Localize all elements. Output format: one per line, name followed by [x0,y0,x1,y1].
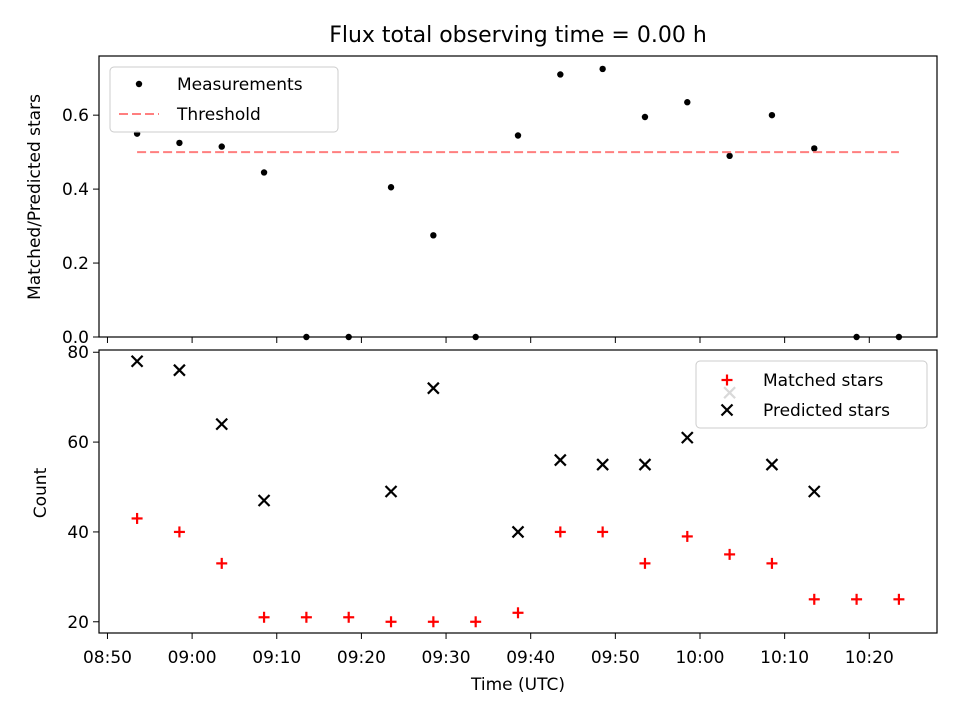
predicted-stars-point [173,363,186,377]
predicted-stars-point [215,417,229,431]
matched-stars-point [427,616,439,628]
measurement-point [514,132,522,139]
bottom-legend: Matched stars Predicted stars [695,360,928,429]
matched-stars-point [851,593,863,605]
measurement-point [599,65,606,73]
matched-stars-point [597,526,609,538]
bottom-y-tick-label: 80 [67,343,89,363]
top-panel: Flux total observing time = 0.00 h Match… [25,23,938,348]
legend-measurements-marker [135,80,143,88]
matched-stars-point [470,616,482,628]
matched-stars-point [554,526,566,538]
measurement-point [557,71,564,78]
top-y-tick-label: 0.6 [62,106,89,126]
matched-stars-point [724,548,736,560]
top-y-axis-label: Matched/Predicted stars [25,94,45,300]
top-y-tick-label: 0.2 [62,254,89,274]
top-plot-marks [133,65,903,341]
measurement-point [387,184,395,191]
legend-predicted-marker [720,403,734,417]
measurement-point [726,152,733,160]
legend-threshold-label: Threshold [176,105,261,125]
x-tick-label: 09:40 [506,648,555,668]
legend-matched-label: Matched stars [763,371,883,391]
bottom-axes-frame [98,349,938,634]
bottom-x-axis-label: Time (UTC) [470,675,565,695]
matched-stars-point [131,512,143,524]
matched-stars-point [893,593,905,605]
top-axes-frame [98,55,938,338]
predicted-stars-point [257,494,271,507]
matched-stars-point [216,557,228,569]
matched-stars-point [512,607,524,619]
predicted-stars-point [765,458,779,471]
top-y-tick-label: 0.4 [62,180,89,200]
measurement-point [811,145,818,152]
predicted-stars-point [807,485,821,498]
x-tick-label: 10:20 [845,648,894,668]
top-legend: Measurements Threshold [109,66,339,133]
measurement-point [684,99,691,106]
top-x-ticks [106,337,870,343]
x-tick-label: 09:20 [337,648,386,668]
legend-box [109,66,339,133]
matched-stars-point [681,530,693,542]
bottom-x-ticks: 08:50 09:00 09:10 09:20 09:30 09:40 09:50 10:00… [83,633,894,668]
predicted-stars-point [130,354,144,368]
matched-stars-point [385,616,397,628]
matched-stars-point [300,611,312,623]
predicted-stars-point [511,525,525,539]
x-tick-label: 10:10 [760,648,809,668]
bottom-panel: Count Time (UTC) 20 40 60 80 08:50 09:00 09:1… [31,343,938,695]
predicted-stars-point [681,431,694,444]
predicted-stars-point [638,458,652,471]
legend-box [695,360,928,429]
measurement-point [260,169,268,176]
bottom-y-tick-label: 40 [67,523,89,543]
x-tick-label: 09:50 [591,648,640,668]
predicted-stars-point [427,381,440,395]
measurement-point [768,111,776,119]
measurement-point [641,113,649,121]
x-tick-label: 09:10 [252,648,301,668]
matched-stars-point [258,611,270,623]
legend-matched-marker [721,374,733,386]
x-tick-label: 08:50 [83,648,132,668]
top-y-ticks: 0.0 0.2 0.4 0.6 [62,106,99,348]
matched-stars-point [639,557,651,569]
bottom-plot-marks [130,354,905,628]
measurement-point [218,143,225,150]
matched-stars-point [343,611,355,623]
matched-stars-point [766,557,778,569]
measurement-point [176,139,183,147]
measurement-point [430,232,437,239]
legend-predicted-label: Predicted stars [763,401,890,421]
x-tick-label: 10:00 [675,648,724,668]
bottom-y-tick-label: 20 [67,613,89,633]
x-tick-label: 09:00 [168,648,217,668]
bottom-y-tick-label: 60 [67,433,89,453]
x-tick-label: 09:30 [422,648,471,668]
legend-measurements-label: Measurements [177,75,303,95]
top-y-tick-label: 0.0 [62,328,89,348]
chart-title: Flux total observing time = 0.00 h [329,23,707,48]
predicted-stars-point [554,453,567,467]
matched-stars-point [173,526,185,538]
predicted-stars-point [596,458,609,471]
matched-stars-point [808,593,820,605]
predicted-stars-point [384,485,398,498]
bottom-y-axis-label: Count [31,467,51,518]
bottom-y-ticks: 20 40 60 80 [67,343,99,633]
